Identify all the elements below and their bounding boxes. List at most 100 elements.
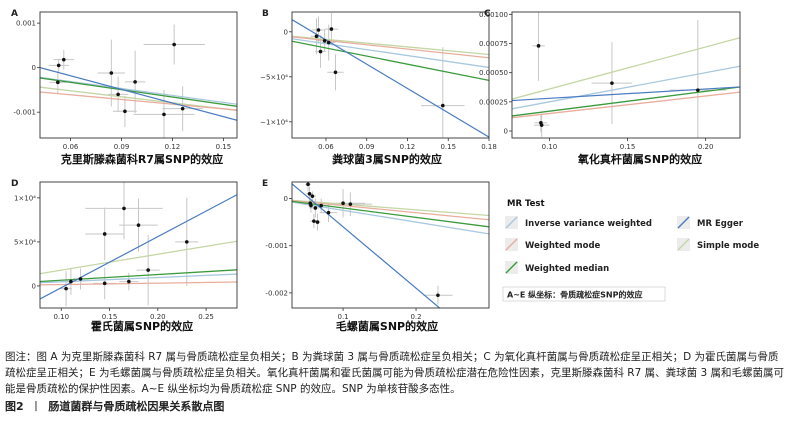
data-point — [312, 219, 316, 223]
legend-item-simple: Simple mode — [677, 238, 759, 251]
mr-lines-b — [292, 19, 489, 138]
y-tick-label: 0 — [504, 128, 508, 136]
mr-line-mode — [292, 199, 489, 221]
data-point — [441, 103, 445, 108]
mr-line-simple — [40, 240, 237, 275]
y-axis-note: A~E 纵坐标：骨质疏松症SNP的效应 — [502, 286, 666, 302]
x-tick-label: 0.20 — [698, 143, 714, 151]
panel-c: C 0.10 0.15 0.20 0.00100 0.00075 0.00050 0.0002… — [479, 9, 741, 166]
y-tick-label: -0.001 — [13, 109, 36, 117]
mr-line-egger — [292, 19, 489, 138]
data-point — [313, 206, 318, 210]
data-point — [172, 42, 176, 47]
data-point — [127, 279, 131, 284]
data-point — [310, 194, 315, 198]
x-tick-label: 0.12 — [165, 143, 181, 151]
y-axis-note-box — [502, 286, 666, 302]
data-point — [539, 123, 544, 127]
x-axis-title-d: 霍氏菌属SNP的效应 — [91, 319, 193, 333]
panel-frame-e — [291, 181, 490, 309]
y-tick-label: 0.001 — [16, 20, 36, 28]
data-point — [56, 63, 61, 68]
data-point — [610, 81, 614, 85]
data-point — [133, 80, 137, 84]
data-point — [307, 191, 312, 196]
figure-number: 图2 — [5, 400, 24, 413]
legend-item-ivw: Inverse variance weighted — [505, 216, 652, 229]
x-tick-label: 0.25 — [198, 313, 214, 321]
points-c — [536, 44, 700, 127]
figure-title-text: 肠道菌群与骨质疏松因果关系散点图 — [48, 400, 225, 413]
panel-label-a: A — [11, 9, 18, 19]
data-point — [341, 201, 345, 206]
y-tick-label: -0.001 — [265, 242, 288, 250]
panel-e: E 0.1 0.2 0 -0.001 -0.002 毛螺菌属SNP的效应 — [262, 179, 490, 333]
points-a — [56, 42, 185, 117]
x-axis-title-e: 毛螺菌属SNP的效应 — [336, 319, 438, 333]
mr-line-median — [40, 77, 237, 107]
data-point — [316, 28, 321, 32]
mr-lines-e — [292, 183, 489, 308]
y-tick-label: 0 — [32, 64, 36, 72]
x-tick-label: 0.10 — [53, 313, 69, 321]
legend-label-ivw: Inverse variance weighted — [525, 219, 652, 229]
data-point — [326, 40, 331, 45]
legend-key-line — [677, 216, 690, 229]
legend-item-egger: MR Egger — [677, 216, 744, 229]
errorbars-e — [305, 182, 453, 305]
mr-line-egger — [40, 194, 237, 300]
data-point — [146, 268, 150, 272]
x-tick-label: 0.1 — [338, 313, 349, 321]
legend-item-median: Weighted median — [505, 261, 609, 274]
panel-label-d: D — [11, 179, 18, 189]
y-axis-note-text: A~E 纵坐标：骨质疏松症SNP的效应 — [507, 290, 642, 300]
x-tick-label: 0.2 — [410, 313, 421, 321]
y-tick-label: 0 — [32, 282, 36, 290]
points-e — [306, 182, 440, 298]
x-tick-label: 0.09 — [359, 143, 375, 151]
data-point — [102, 281, 107, 286]
mr-line-median — [512, 86, 740, 117]
legend: MR Test Inverse variance weighted MR Egger… — [502, 199, 759, 302]
mr-line-ivw — [40, 76, 237, 105]
legend-key-line — [505, 238, 518, 251]
mr-line-simple — [292, 199, 489, 217]
data-point — [61, 57, 66, 62]
data-point — [318, 49, 323, 54]
mr-line-median — [292, 200, 489, 228]
data-point — [109, 71, 114, 75]
figure-canvas: A 0.06 0.09 0.12 0.15 0.001 0 -0.001 克里斯滕森菌科R7属S… — [11, 9, 759, 333]
panel-label-c: C — [484, 9, 491, 19]
data-point — [315, 220, 320, 224]
x-tick-label: 0.12 — [400, 143, 416, 151]
data-point — [116, 92, 120, 97]
data-point — [536, 44, 541, 48]
legend-key-line — [505, 216, 518, 229]
x-tick-label: 0.15 — [620, 143, 636, 151]
mr-lines-c — [512, 37, 740, 119]
mr-line-ivw — [512, 65, 740, 110]
data-point — [326, 210, 331, 215]
errorbars-b — [311, 12, 465, 138]
data-point — [102, 232, 107, 236]
points-b — [314, 27, 445, 108]
y-tick-label: 1×10⁴ — [14, 194, 36, 202]
data-point — [314, 34, 319, 39]
panel-frame-a — [39, 11, 238, 139]
x-tick-label: 0.18 — [481, 143, 497, 151]
data-point — [348, 202, 353, 206]
x-tick-label: 0.20 — [150, 313, 166, 321]
x-axis-title-a: 克里斯滕森菌科R7属SNP的效应 — [61, 152, 223, 166]
mr-line-mode — [512, 91, 740, 119]
y-tick-label: −1×10⁴ — [260, 118, 288, 126]
mr-line-simple — [512, 37, 740, 100]
y-tick-label: -0.002 — [265, 289, 288, 297]
data-point — [306, 182, 310, 187]
y-tick-label: 0.00050 — [479, 69, 508, 77]
data-point — [69, 279, 73, 284]
panel-frame-d — [39, 181, 238, 309]
x-axis-title-c: 氧化真杆菌属SNP的效应 — [577, 152, 702, 166]
data-point — [333, 70, 338, 75]
x-tick-label: 0.06 — [318, 143, 334, 151]
data-point — [122, 206, 126, 211]
